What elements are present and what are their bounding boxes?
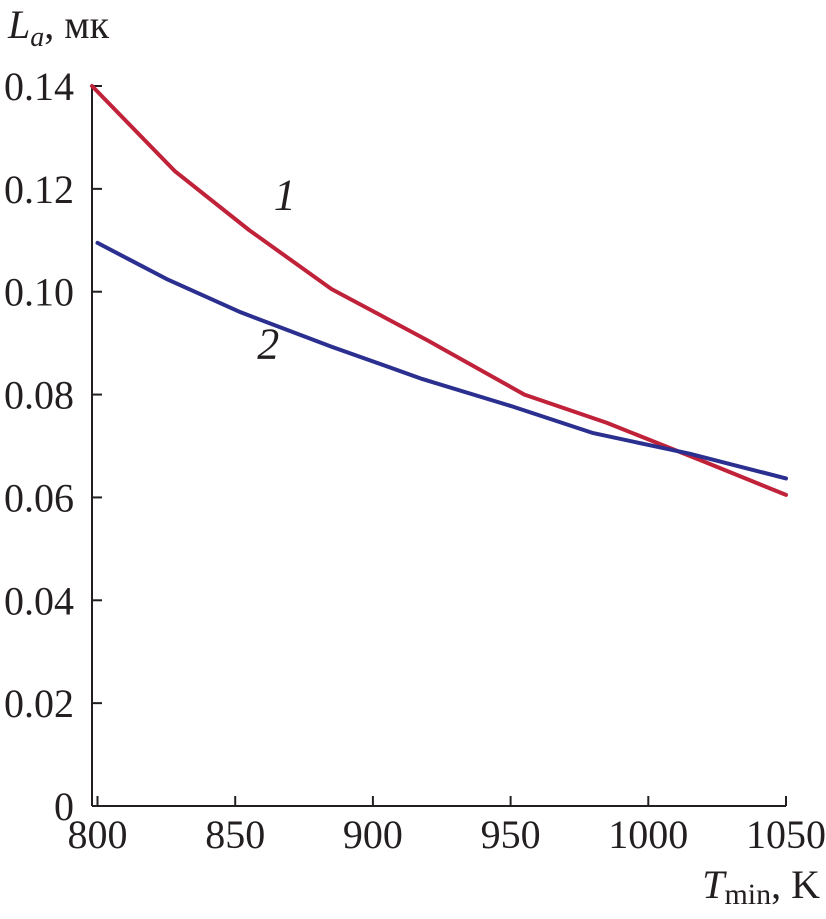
y-ticks: 0 0.02 0.04 0.06 0.08 0.10 0.12 0.14: [4, 64, 102, 829]
y-tick-label: 0.12: [4, 167, 74, 212]
y-axis-subscript: a: [30, 22, 44, 53]
y-axis-unit: , мк: [44, 2, 109, 47]
y-tick-label: 0.02: [4, 681, 74, 726]
x-tick-label: 900: [343, 812, 403, 857]
y-tick-label: 0.10: [4, 270, 74, 315]
y-axis-title: La, мк: [7, 2, 110, 53]
y-tick-label: 0.14: [4, 64, 74, 109]
x-tick-label: 850: [205, 812, 265, 857]
series-2-line: [95, 240, 788, 481]
x-axis-title: Tmin, K: [702, 862, 820, 911]
y-tick-label: 0.06: [4, 475, 74, 520]
y-tick-label: 0: [54, 784, 74, 829]
x-tick-label: 1050: [746, 812, 826, 857]
curve-label-2: 2: [257, 320, 279, 369]
curve-label-1: 1: [274, 170, 296, 219]
x-axis-unit: , K: [771, 862, 820, 907]
x-tick-label: 1000: [608, 812, 688, 857]
y-tick-label: 0.08: [4, 373, 74, 418]
y-axis-symbol: L: [7, 2, 30, 47]
x-axis-symbol: T: [702, 862, 727, 907]
x-tick-label: 800: [68, 812, 128, 857]
x-tick-label: 950: [481, 812, 541, 857]
curve-labels: 12: [257, 170, 296, 368]
series-group: [90, 84, 788, 497]
x-axis-subscript: min: [724, 878, 771, 911]
x-ticks: 800 850 900 950 1000 1050: [68, 796, 826, 857]
y-tick-label: 0.04: [4, 578, 74, 623]
